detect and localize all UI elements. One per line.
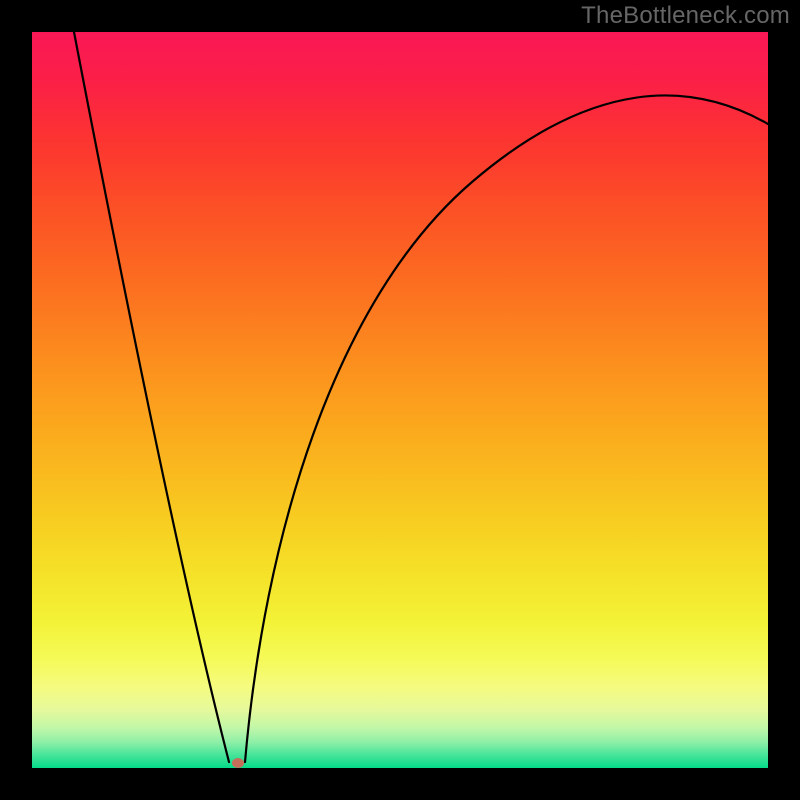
frame-left	[0, 0, 32, 800]
frame-right	[768, 0, 800, 800]
curve-overlay	[32, 32, 768, 768]
watermark-text: TheBottleneck.com	[581, 2, 790, 30]
curve-right-branch	[245, 96, 768, 762]
curve-left-branch	[74, 32, 229, 762]
plot-area	[32, 32, 768, 768]
vertex-marker	[232, 758, 244, 768]
frame-bottom	[0, 768, 800, 800]
